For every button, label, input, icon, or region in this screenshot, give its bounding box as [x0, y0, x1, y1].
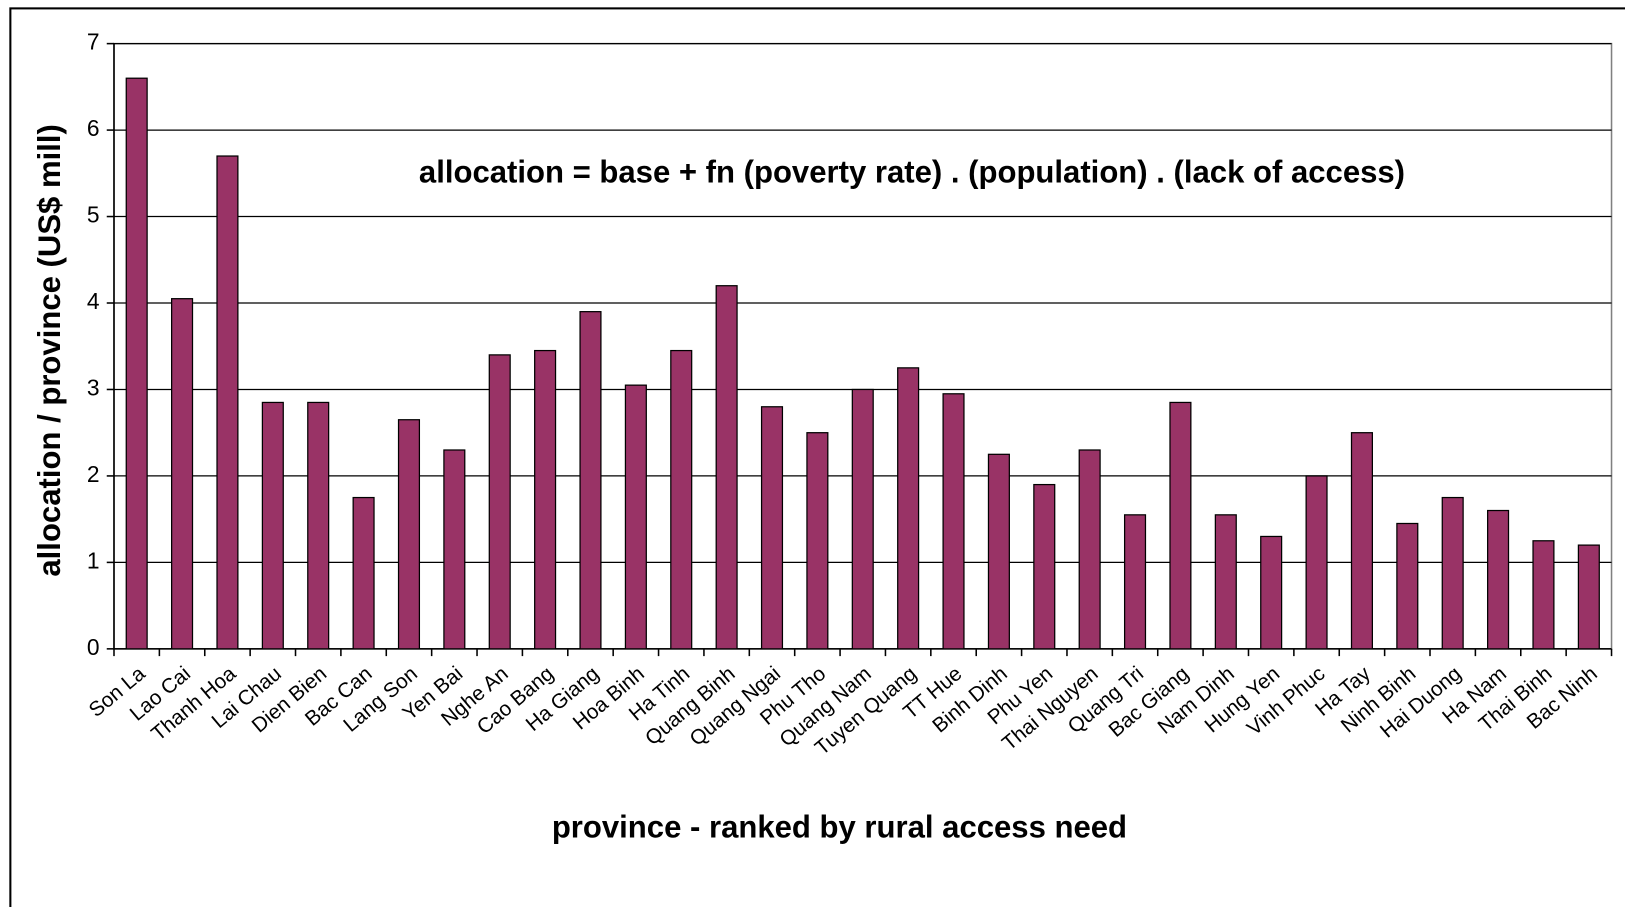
x-axis-title: province - ranked by rural access need	[552, 809, 1127, 844]
bar	[1350, 432, 1373, 650]
bar	[806, 432, 829, 650]
y-tick-label: 6	[87, 115, 100, 141]
bar	[171, 298, 194, 650]
bar	[624, 384, 647, 650]
bar	[443, 449, 466, 650]
bar	[261, 401, 284, 650]
bar	[307, 401, 330, 650]
bar	[1396, 522, 1419, 650]
bar	[851, 388, 874, 650]
bar	[579, 311, 602, 650]
y-tick-label: 2	[87, 461, 100, 487]
bar	[488, 354, 511, 650]
bar	[1169, 401, 1192, 650]
bar	[1214, 514, 1237, 650]
bar	[397, 419, 421, 650]
annotation: allocation = base + fn (poverty rate) . …	[419, 154, 1405, 189]
bar	[216, 155, 239, 650]
y-tick-label: 4	[87, 288, 100, 314]
bar	[534, 349, 557, 650]
bar	[670, 349, 693, 650]
bar	[1487, 509, 1510, 650]
y-axis-title: allocation / province (US$ mill)	[32, 124, 67, 576]
bar	[352, 496, 375, 650]
y-tick-label: 1	[87, 547, 100, 573]
bar	[1532, 540, 1555, 650]
bar	[1033, 483, 1056, 650]
bar	[987, 453, 1010, 650]
y-tick-label: 5	[87, 202, 100, 228]
bar	[715, 285, 738, 650]
bar	[1305, 475, 1328, 650]
y-tick-label: 3	[87, 374, 100, 400]
frame	[9, 7, 1625, 907]
bar	[942, 393, 965, 650]
bar	[1441, 496, 1464, 650]
bar	[897, 367, 920, 650]
y-tick-label: 7	[87, 29, 100, 55]
bar	[1123, 514, 1147, 650]
bar	[1078, 449, 1101, 650]
bar	[760, 406, 784, 650]
y-tick-label: 0	[87, 634, 100, 660]
bar	[125, 77, 148, 650]
bar	[1577, 544, 1600, 650]
bar	[1260, 535, 1283, 650]
